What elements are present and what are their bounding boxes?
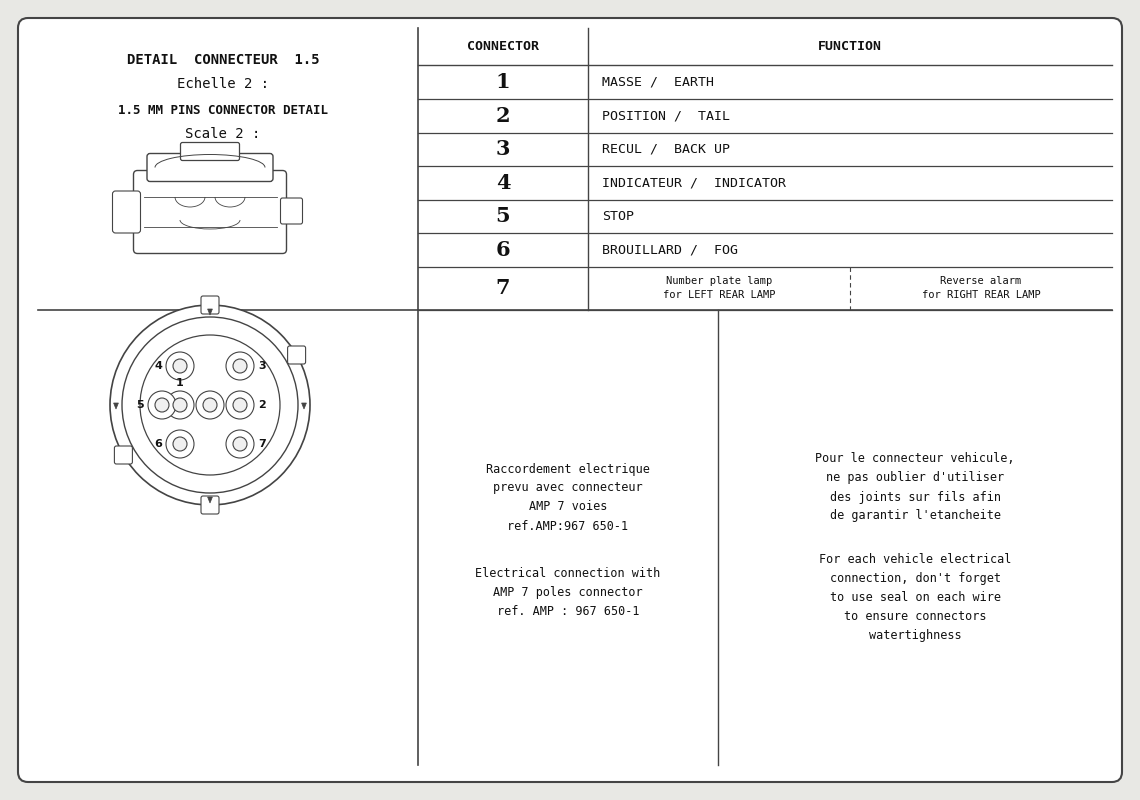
Polygon shape	[207, 309, 212, 315]
Text: Reverse alarm
for RIGHT REAR LAMP: Reverse alarm for RIGHT REAR LAMP	[921, 276, 1041, 300]
Text: DETAIL  CONNECTEUR  1.5: DETAIL CONNECTEUR 1.5	[127, 53, 319, 67]
Circle shape	[148, 391, 176, 419]
Circle shape	[122, 317, 298, 493]
FancyBboxPatch shape	[18, 18, 1122, 782]
Circle shape	[109, 305, 310, 505]
Text: FUNCTION: FUNCTION	[819, 40, 882, 54]
Text: 6: 6	[154, 439, 162, 449]
Text: 4: 4	[154, 361, 162, 371]
Text: 4: 4	[496, 173, 511, 193]
Circle shape	[173, 359, 187, 373]
Text: Raccordement electrique
prevu avec connecteur
AMP 7 voies
ref.AMP:967 650-1: Raccordement electrique prevu avec conne…	[486, 462, 650, 533]
Circle shape	[233, 398, 247, 412]
FancyBboxPatch shape	[133, 170, 286, 254]
Circle shape	[173, 437, 187, 451]
Circle shape	[226, 352, 254, 380]
FancyBboxPatch shape	[287, 346, 306, 364]
Circle shape	[196, 391, 223, 419]
Text: 7: 7	[258, 439, 266, 449]
Text: MASSE /  EARTH: MASSE / EARTH	[602, 76, 714, 89]
Text: Electrical connection with
AMP 7 poles connector
ref. AMP : 967 650-1: Electrical connection with AMP 7 poles c…	[475, 567, 660, 618]
Text: STOP: STOP	[602, 210, 634, 223]
FancyBboxPatch shape	[201, 296, 219, 314]
Text: INDICATEUR /  INDICATOR: INDICATEUR / INDICATOR	[602, 176, 785, 190]
Circle shape	[226, 430, 254, 458]
Text: Scale 2 :: Scale 2 :	[186, 127, 261, 141]
Text: 2: 2	[496, 106, 511, 126]
Text: RECUL /  BACK UP: RECUL / BACK UP	[602, 142, 730, 156]
Circle shape	[166, 391, 194, 419]
Text: POSITION /  TAIL: POSITION / TAIL	[602, 110, 730, 122]
Text: 1: 1	[176, 378, 184, 388]
FancyBboxPatch shape	[147, 154, 272, 182]
Text: 7: 7	[496, 278, 511, 298]
Circle shape	[166, 352, 194, 380]
Text: BROUILLARD /  FOG: BROUILLARD / FOG	[602, 243, 738, 256]
FancyBboxPatch shape	[113, 191, 140, 233]
Circle shape	[226, 391, 254, 419]
Polygon shape	[207, 497, 212, 503]
Circle shape	[233, 359, 247, 373]
Text: 3: 3	[496, 139, 511, 159]
Circle shape	[233, 437, 247, 451]
Text: Echelle 2 :: Echelle 2 :	[177, 77, 269, 91]
Text: 6: 6	[496, 240, 511, 260]
FancyBboxPatch shape	[180, 142, 239, 161]
Text: 1.5 MM PINS CONNECTOR DETAIL: 1.5 MM PINS CONNECTOR DETAIL	[119, 103, 328, 117]
Text: 5: 5	[496, 206, 511, 226]
Text: Pour le connecteur vehicule,
ne pas oublier d'utiliser
des joints sur fils afin
: Pour le connecteur vehicule, ne pas oubl…	[815, 453, 1015, 522]
Circle shape	[155, 398, 169, 412]
Circle shape	[166, 430, 194, 458]
Text: Number plate lamp
for LEFT REAR LAMP: Number plate lamp for LEFT REAR LAMP	[662, 276, 775, 300]
Circle shape	[173, 398, 187, 412]
Text: 3: 3	[258, 361, 266, 371]
FancyBboxPatch shape	[114, 446, 132, 464]
Text: 5: 5	[136, 400, 144, 410]
FancyBboxPatch shape	[201, 496, 219, 514]
Circle shape	[140, 335, 280, 475]
Polygon shape	[114, 403, 119, 409]
FancyBboxPatch shape	[280, 198, 302, 224]
Text: 1: 1	[496, 72, 511, 92]
Circle shape	[203, 398, 217, 412]
Text: CONNECTOR: CONNECTOR	[467, 40, 539, 54]
Polygon shape	[302, 403, 307, 409]
Text: 2: 2	[258, 400, 266, 410]
Text: For each vehicle electrical
connection, don't forget
to use seal on each wire
to: For each vehicle electrical connection, …	[819, 553, 1011, 642]
